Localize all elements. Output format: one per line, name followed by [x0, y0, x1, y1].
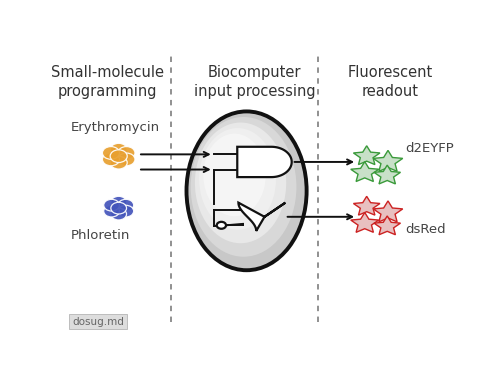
- Circle shape: [216, 222, 226, 229]
- Ellipse shape: [186, 111, 306, 270]
- Polygon shape: [354, 146, 380, 165]
- Polygon shape: [354, 196, 380, 215]
- Polygon shape: [238, 147, 292, 177]
- Text: Biocomputer
input processing: Biocomputer input processing: [194, 65, 315, 99]
- Text: Phloretin: Phloretin: [70, 229, 130, 242]
- Text: dsRed: dsRed: [406, 223, 446, 236]
- Polygon shape: [374, 216, 400, 235]
- Circle shape: [110, 143, 127, 156]
- Polygon shape: [350, 162, 379, 182]
- Ellipse shape: [190, 117, 296, 257]
- Text: dosug.md: dosug.md: [72, 316, 124, 327]
- Polygon shape: [350, 213, 379, 232]
- Ellipse shape: [199, 128, 276, 230]
- Circle shape: [111, 196, 126, 208]
- Circle shape: [118, 205, 134, 217]
- Polygon shape: [374, 165, 400, 184]
- Ellipse shape: [204, 134, 266, 216]
- Circle shape: [110, 156, 127, 169]
- Circle shape: [110, 150, 127, 162]
- Text: Small-molecule
programming: Small-molecule programming: [50, 65, 164, 99]
- Circle shape: [111, 202, 126, 214]
- Polygon shape: [374, 150, 402, 171]
- Circle shape: [118, 147, 135, 159]
- Circle shape: [102, 153, 120, 166]
- Circle shape: [111, 208, 126, 220]
- Polygon shape: [238, 202, 286, 231]
- Text: Erythromycin: Erythromycin: [70, 121, 160, 134]
- Text: d2EYFP: d2EYFP: [406, 142, 454, 156]
- Circle shape: [104, 199, 120, 211]
- Text: Fluorescent
readout: Fluorescent readout: [348, 65, 432, 99]
- Circle shape: [104, 205, 120, 217]
- Circle shape: [102, 147, 120, 159]
- Polygon shape: [374, 201, 402, 222]
- Ellipse shape: [195, 123, 286, 243]
- Circle shape: [118, 199, 134, 211]
- Circle shape: [118, 153, 135, 166]
